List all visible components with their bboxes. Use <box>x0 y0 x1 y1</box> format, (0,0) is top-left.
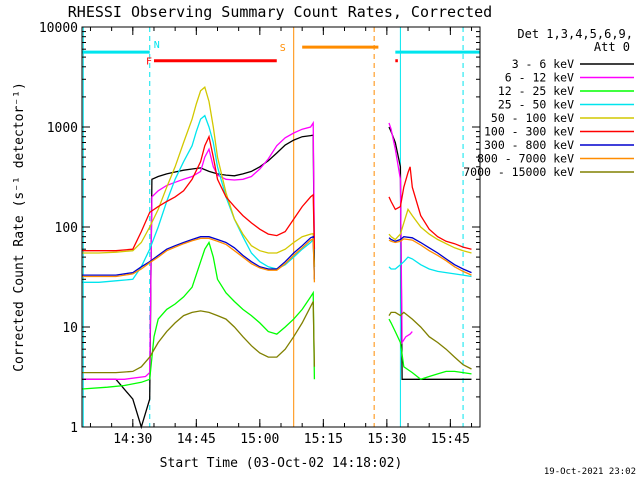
saa-label: S <box>280 43 286 54</box>
series-line-5 <box>388 166 472 250</box>
legend-label: 300 - 800 keV <box>484 138 574 152</box>
legend-label: 800 - 7000 keV <box>477 152 574 166</box>
flare-label: F <box>146 57 152 68</box>
x-tick-label: 15:15 <box>304 432 343 447</box>
legend-label: 100 - 300 keV <box>484 125 574 139</box>
y-tick-label: 1 <box>70 421 78 436</box>
chart-title: RHESSI Observing Summary Count Rates, Co… <box>68 3 492 21</box>
series-line-6 <box>388 236 472 274</box>
series-line-3 <box>388 256 472 278</box>
x-tick-label: 14:30 <box>113 432 152 447</box>
series-line-2 <box>388 318 472 381</box>
series-line-7 <box>388 238 472 276</box>
legend-label: 50 - 100 keV <box>491 111 574 125</box>
night-label: N <box>154 40 160 51</box>
x-axis-label: Start Time (03-Oct-02 14:18:02) <box>160 456 403 471</box>
detector-label: Det 1,3,4,5,6,9, <box>517 27 633 41</box>
x-tick-label: 15:00 <box>240 432 279 447</box>
series-line-4 <box>82 86 316 267</box>
series-line-1 <box>388 122 413 345</box>
series-line-8 <box>82 301 316 374</box>
legend-label: 7000 - 15000 keV <box>463 165 574 179</box>
series-line-6 <box>82 235 316 280</box>
series-line-0 <box>388 126 472 380</box>
legend-label: 25 - 50 keV <box>498 98 574 112</box>
series-line-0 <box>82 134 316 430</box>
ticks-layer: 1 10 100 1000 10000 14:30 14:45 15:00 15:15 15:30… <box>39 21 480 447</box>
legend-label: 12 - 25 keV <box>498 84 574 98</box>
y-tick-label: 1000 <box>47 121 78 136</box>
series-line-3 <box>82 114 316 283</box>
series-line-4 <box>388 207 472 254</box>
series-line-8 <box>388 311 472 370</box>
footer-date: 19-Oct-2021 23:02 <box>544 467 636 477</box>
legend-label: 3 - 6 keV <box>512 57 574 71</box>
y-tick-label: 10 <box>62 321 78 336</box>
y-tick-label: 10000 <box>39 21 78 36</box>
x-tick-label: 14:45 <box>177 432 216 447</box>
legend-label: 6 - 12 keV <box>505 71 574 85</box>
y-tick-label: 100 <box>55 221 78 236</box>
attenuator-label: Att 0 <box>594 40 630 54</box>
series-layer <box>81 86 472 430</box>
series-line-7 <box>82 237 316 283</box>
series-line-5 <box>82 134 316 252</box>
series-line-1 <box>82 120 316 380</box>
x-tick-label: 15:45 <box>431 432 470 447</box>
y-axis-label: Corrected Count Rate (s⁻¹ detector⁻¹) <box>12 82 27 372</box>
x-tick-label: 15:30 <box>367 432 406 447</box>
